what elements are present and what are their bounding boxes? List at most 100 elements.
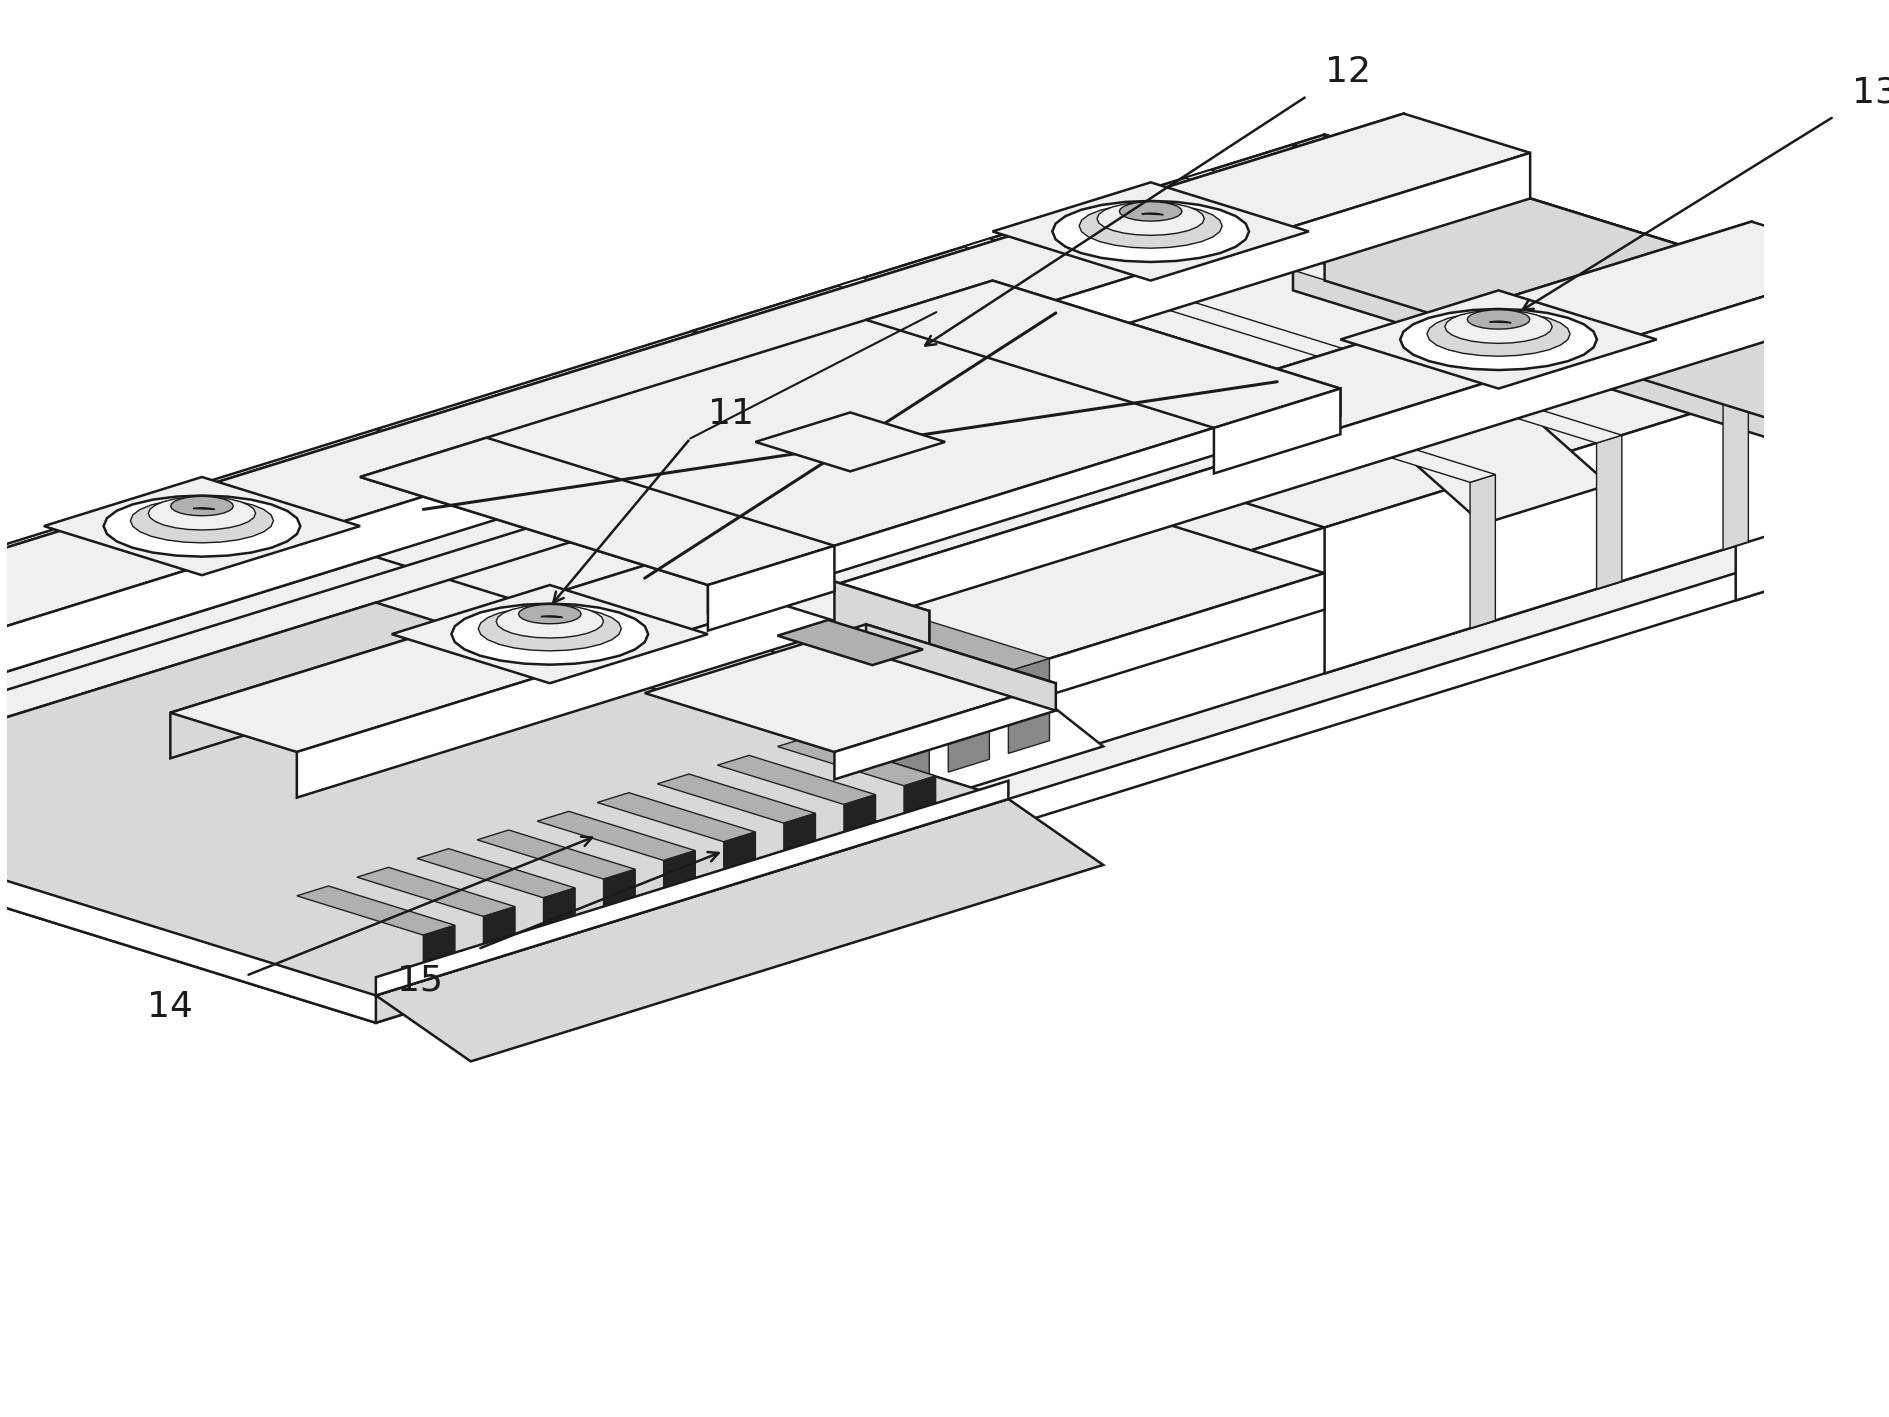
Polygon shape <box>527 808 569 903</box>
Polygon shape <box>888 696 929 791</box>
Polygon shape <box>708 752 748 847</box>
Polygon shape <box>1339 290 1657 388</box>
Polygon shape <box>0 631 1009 1023</box>
Polygon shape <box>1324 135 1889 531</box>
Polygon shape <box>648 771 689 866</box>
Polygon shape <box>408 845 448 939</box>
Polygon shape <box>0 602 1009 995</box>
Polygon shape <box>1292 145 1889 487</box>
Polygon shape <box>1466 310 1528 329</box>
Polygon shape <box>1470 475 1494 628</box>
Polygon shape <box>882 619 1048 672</box>
Polygon shape <box>865 281 1339 428</box>
Polygon shape <box>1734 380 1798 601</box>
Polygon shape <box>0 475 1009 867</box>
Polygon shape <box>833 683 1056 779</box>
Polygon shape <box>1292 135 1889 341</box>
Polygon shape <box>948 677 988 772</box>
Polygon shape <box>1052 201 1249 262</box>
Polygon shape <box>423 925 455 962</box>
Polygon shape <box>1324 341 1889 673</box>
Polygon shape <box>691 145 1889 527</box>
Polygon shape <box>476 830 635 879</box>
Polygon shape <box>0 113 1530 643</box>
Polygon shape <box>837 278 1494 482</box>
Polygon shape <box>43 478 361 575</box>
Polygon shape <box>400 768 569 820</box>
Polygon shape <box>361 438 833 585</box>
Polygon shape <box>582 594 850 760</box>
Polygon shape <box>776 737 935 786</box>
Polygon shape <box>1090 200 1747 404</box>
Polygon shape <box>587 789 629 884</box>
Polygon shape <box>391 585 708 683</box>
Polygon shape <box>1817 367 1842 520</box>
Polygon shape <box>521 731 689 784</box>
Polygon shape <box>297 886 455 935</box>
Polygon shape <box>104 496 300 557</box>
Polygon shape <box>1443 310 1551 343</box>
Text: 15: 15 <box>397 964 442 998</box>
Polygon shape <box>1009 332 1889 826</box>
Polygon shape <box>417 849 574 898</box>
Polygon shape <box>844 795 875 832</box>
Polygon shape <box>1489 322 1511 323</box>
Polygon shape <box>540 616 563 618</box>
Polygon shape <box>708 388 1339 612</box>
Polygon shape <box>0 429 1009 822</box>
Polygon shape <box>701 676 869 727</box>
Polygon shape <box>376 377 1324 672</box>
Polygon shape <box>1009 659 1048 754</box>
Polygon shape <box>170 221 1751 758</box>
Polygon shape <box>827 714 869 809</box>
Polygon shape <box>708 546 833 631</box>
Polygon shape <box>597 792 756 842</box>
Polygon shape <box>1861 332 1889 561</box>
Polygon shape <box>478 606 621 650</box>
Polygon shape <box>376 781 1009 995</box>
Polygon shape <box>376 626 1009 867</box>
Polygon shape <box>1096 203 1203 235</box>
Polygon shape <box>0 626 376 1023</box>
Polygon shape <box>723 832 756 869</box>
Polygon shape <box>1723 395 1747 550</box>
Polygon shape <box>1400 309 1596 370</box>
Polygon shape <box>1079 204 1222 248</box>
Polygon shape <box>467 826 508 921</box>
Polygon shape <box>644 625 1056 752</box>
Polygon shape <box>130 499 274 543</box>
Polygon shape <box>340 788 508 839</box>
Polygon shape <box>761 656 929 708</box>
Polygon shape <box>0 557 1009 949</box>
Polygon shape <box>640 694 808 745</box>
Polygon shape <box>497 605 603 638</box>
Polygon shape <box>1798 360 1861 581</box>
Polygon shape <box>1213 388 1339 473</box>
Text: 11: 11 <box>708 397 754 431</box>
Polygon shape <box>1339 359 1608 524</box>
Polygon shape <box>376 799 1103 1061</box>
Polygon shape <box>822 638 988 690</box>
Polygon shape <box>0 153 1530 690</box>
Polygon shape <box>784 813 814 850</box>
Polygon shape <box>718 755 875 805</box>
Polygon shape <box>903 777 935 813</box>
Polygon shape <box>1118 201 1181 221</box>
Polygon shape <box>170 221 1878 752</box>
Polygon shape <box>1426 312 1570 356</box>
Polygon shape <box>582 594 708 670</box>
Polygon shape <box>582 713 748 765</box>
Polygon shape <box>833 581 929 720</box>
Polygon shape <box>603 869 635 907</box>
Polygon shape <box>1339 359 1466 434</box>
Polygon shape <box>461 750 629 802</box>
Polygon shape <box>1141 213 1164 215</box>
Polygon shape <box>865 611 929 740</box>
Polygon shape <box>376 672 1103 942</box>
Polygon shape <box>544 888 574 925</box>
Polygon shape <box>1009 572 1324 708</box>
Polygon shape <box>771 581 929 631</box>
Text: 14: 14 <box>147 990 193 1024</box>
Polygon shape <box>663 850 695 888</box>
Polygon shape <box>963 238 1621 444</box>
